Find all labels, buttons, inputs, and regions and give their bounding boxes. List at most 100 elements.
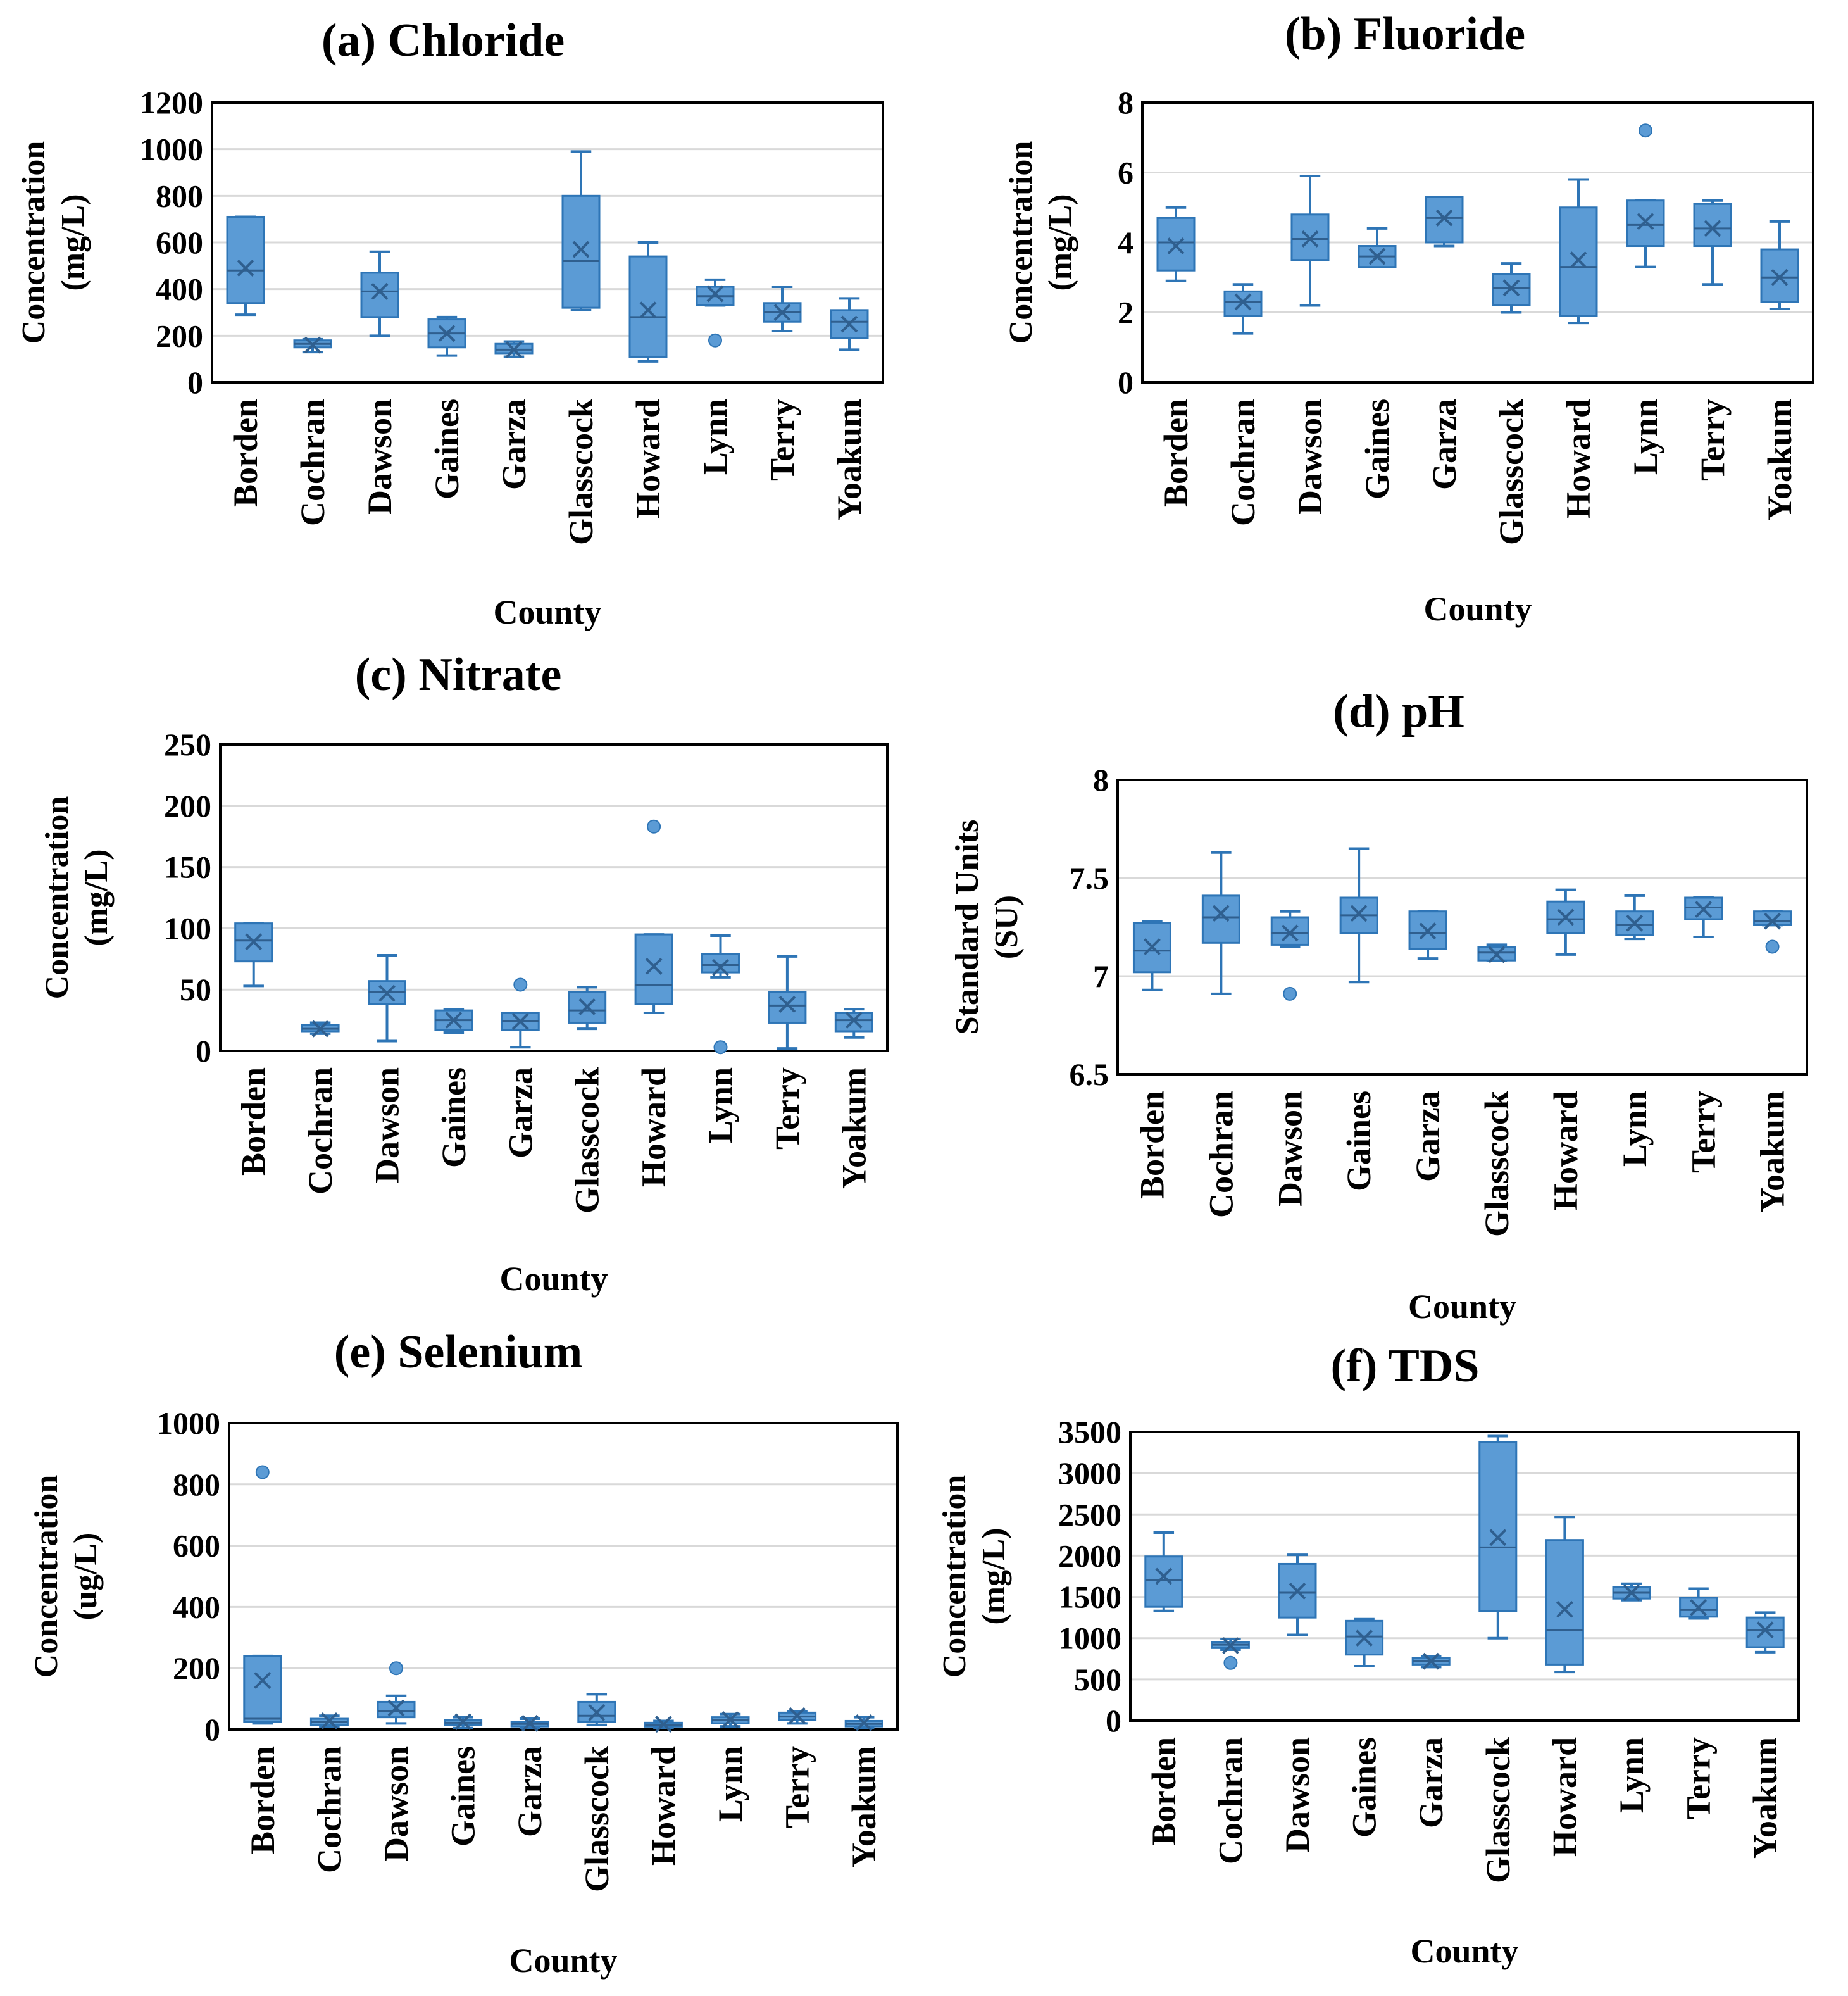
category-label: Howard <box>1545 1737 1583 1857</box>
category-label: Lynn <box>1613 1737 1651 1813</box>
y-axis-label-line: Concentration <box>28 1475 65 1678</box>
y-tick-label: 50 <box>180 972 211 1007</box>
box-iqr <box>1615 910 1654 936</box>
box-cochran <box>293 336 332 354</box>
chart-panel-5: 0 200 400 600 800 1000 Borden Cochran Dawson Gain… <box>28 1326 899 1980</box>
chart-title: (e) Selenium <box>334 1326 583 1378</box>
category-label: Dawson <box>368 1067 406 1183</box>
box-iqr <box>1270 916 1309 946</box>
mean-marker <box>1623 1584 1640 1602</box>
x-axis-label: County <box>509 1942 617 1980</box>
box-iqr <box>701 953 740 974</box>
category-label: Gaines <box>444 1746 482 1847</box>
mean-marker <box>438 325 456 342</box>
mean-marker <box>845 1012 863 1029</box>
y-axis-label-line: (ug/L) <box>68 1533 104 1621</box>
category-label: Yoakum <box>830 399 868 520</box>
mean-marker <box>789 1707 806 1724</box>
category-label: Dawson <box>377 1746 415 1862</box>
mean-marker <box>1289 1583 1306 1600</box>
mean-marker <box>855 1714 873 1731</box>
mean-marker <box>721 1711 739 1728</box>
box-howard <box>644 1716 683 1733</box>
category-label: Borden <box>1157 399 1195 507</box>
box-iqr <box>243 1655 282 1723</box>
box-howard <box>628 241 668 363</box>
y-tick-label: 3000 <box>1058 1455 1121 1491</box>
box-howard <box>1559 178 1598 325</box>
mean-marker <box>387 1699 405 1717</box>
mean-marker <box>773 304 791 321</box>
box-iqr <box>1290 213 1330 261</box>
mean-marker <box>1350 905 1368 922</box>
y-axis-label-line: Concentration <box>39 796 75 1000</box>
category-label: Cochran <box>294 399 332 526</box>
box-terry <box>763 285 802 332</box>
y-axis-label: Concentration(mg/L) <box>16 141 91 344</box>
y-tick-label: 1200 <box>140 85 203 120</box>
category-label: Glasscock <box>578 1746 616 1892</box>
y-tick-label: 200 <box>164 788 211 824</box>
mean-marker <box>588 1704 606 1721</box>
outlier-point <box>255 1465 270 1479</box>
mean-marker <box>1221 1637 1239 1654</box>
y-tick-label: 0 <box>1118 365 1133 400</box>
box-dawson <box>1270 910 1309 1001</box>
mean-marker <box>445 1012 463 1029</box>
box-garza <box>1411 1652 1451 1670</box>
box-gaines <box>1358 227 1397 268</box>
box-iqr <box>768 991 807 1024</box>
mean-marker <box>1489 1529 1507 1547</box>
box-garza <box>1408 910 1447 960</box>
mean-marker <box>840 315 858 333</box>
category-label: Lynn <box>1616 1091 1654 1167</box>
box-dawson <box>377 1661 416 1725</box>
outlier-point <box>1283 986 1297 1001</box>
category-label: Borden <box>244 1746 282 1854</box>
box-howard <box>1546 888 1585 956</box>
mean-marker <box>511 1013 529 1030</box>
plot-frame <box>1116 779 1808 1076</box>
box-garza <box>510 1714 549 1732</box>
plot-frame <box>228 1422 899 1731</box>
box-glasscock <box>561 150 601 311</box>
y-tick-label: 7.5 <box>1070 860 1109 896</box>
category-label: Terry <box>778 1746 816 1828</box>
mean-marker <box>1155 1567 1173 1585</box>
category-label: Cochran <box>310 1746 348 1873</box>
y-tick-label: 2000 <box>1058 1538 1121 1573</box>
mean-marker <box>311 1020 329 1038</box>
y-tick-label: 2 <box>1118 295 1133 330</box>
outlier-point <box>1223 1655 1238 1670</box>
box-iqr <box>1545 1539 1584 1666</box>
category-label: Howard <box>1547 1091 1585 1210</box>
mean-marker <box>304 336 322 354</box>
box-terry <box>1684 896 1723 938</box>
box-dawson <box>368 953 406 1043</box>
category-label: Lynn <box>696 399 734 475</box>
box-glasscock <box>577 1693 616 1726</box>
box-dawson <box>1290 175 1330 307</box>
mean-marker <box>505 341 523 358</box>
mean-marker <box>1281 924 1299 942</box>
category-label: Glasscock <box>1492 399 1530 545</box>
plot-frame <box>211 101 884 384</box>
y-tick-label: 600 <box>156 225 203 260</box>
category-label: Gaines <box>428 399 466 499</box>
mean-marker <box>1771 268 1789 286</box>
box-iqr <box>834 1012 873 1033</box>
category-label: Gaines <box>1358 399 1396 499</box>
y-axis-label-line: (mg/L) <box>55 194 91 291</box>
box-terry <box>1679 1587 1718 1620</box>
x-axis-label: County <box>493 593 601 631</box>
y-tick-label: 2500 <box>1058 1497 1121 1532</box>
mean-marker <box>371 282 389 300</box>
y-tick-label: 0 <box>1106 1703 1121 1738</box>
y-tick-label: 6.5 <box>1070 1057 1109 1092</box>
category-label: Borden <box>1145 1737 1183 1845</box>
x-axis-label: County <box>1410 1932 1518 1970</box>
mean-marker <box>320 1712 338 1729</box>
y-tick-label: 100 <box>164 910 211 946</box>
mean-marker <box>639 301 657 319</box>
box-yoakum <box>1745 1611 1785 1654</box>
